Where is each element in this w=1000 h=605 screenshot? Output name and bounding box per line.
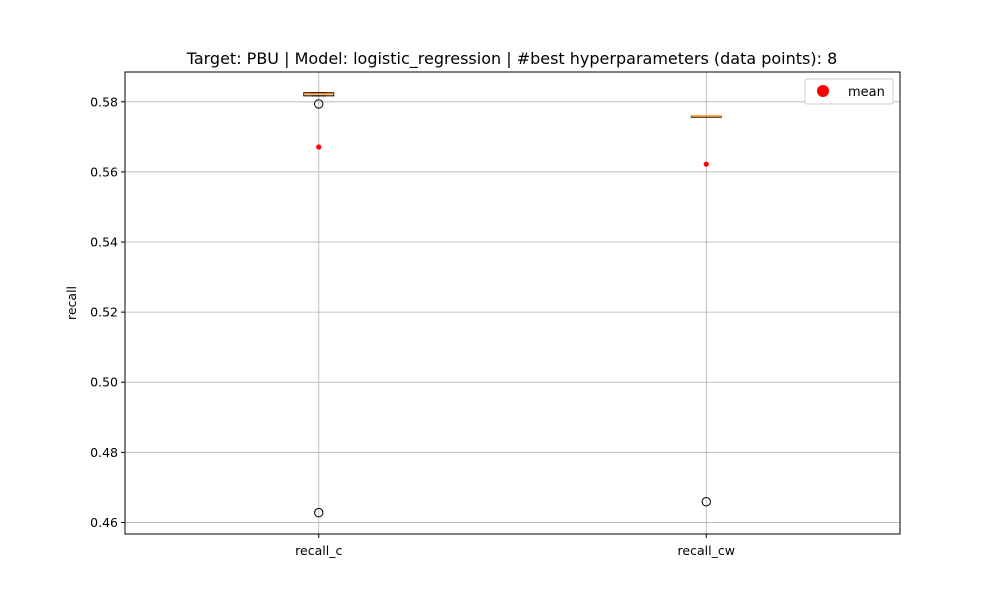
legend: mean xyxy=(804,78,894,105)
outlier-point xyxy=(314,507,324,518)
y-tick-label: 0.48 xyxy=(90,445,118,460)
y-tick-label: 0.58 xyxy=(90,94,118,109)
legend-mean-marker xyxy=(817,85,829,97)
mean-point xyxy=(703,161,709,167)
x-axis: recall_c recall_cw xyxy=(295,534,735,558)
y-tick-label: 0.54 xyxy=(90,235,118,250)
y-tick-label: 0.46 xyxy=(90,515,118,530)
y-axis: 0.46 0.48 0.50 0.52 0.54 0.56 0.58 xyxy=(90,94,125,530)
mean-point xyxy=(316,144,322,150)
x-tick-label: recall_c xyxy=(295,543,342,558)
outlier-point xyxy=(701,497,711,507)
axes-frame xyxy=(124,71,901,535)
y-axis-label: recall xyxy=(64,286,79,320)
legend-frame xyxy=(804,78,894,105)
y-tick-label: 0.52 xyxy=(90,305,118,320)
y-tick-label: 0.50 xyxy=(90,375,118,390)
x-tick-label: recall_cw xyxy=(678,543,735,558)
chart-title: Target: PBU | Model: logistic_regression… xyxy=(186,49,838,69)
plot-area xyxy=(303,92,722,518)
box-group-recall_cw xyxy=(690,115,722,507)
outlier-point xyxy=(314,99,324,109)
legend-mean-label: mean xyxy=(848,85,885,100)
box-group-recall_c xyxy=(303,92,335,518)
y-tick-label: 0.56 xyxy=(90,164,118,179)
